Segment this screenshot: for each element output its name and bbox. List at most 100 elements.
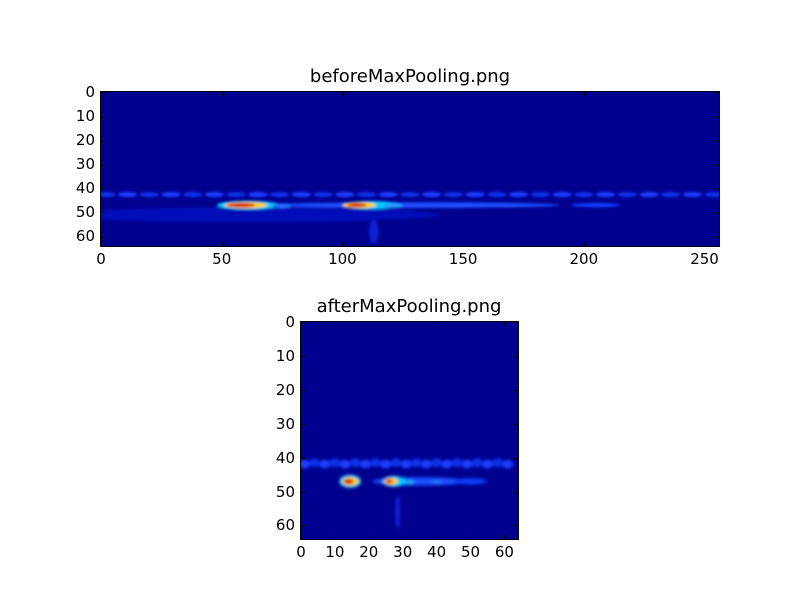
y-tick-mark [301,389,305,391]
x-tick-mark [368,535,370,539]
x-tick-mark [402,322,404,326]
heat-blob [552,191,572,198]
heat-blob [226,191,246,198]
heat-blob [574,191,594,198]
heat-blob [502,459,514,469]
heat-blob [431,479,442,486]
x-tick-mark [342,92,344,96]
heat-blob [272,203,292,209]
heat-blob [226,202,256,208]
x-tick-label: 20 [359,543,379,561]
x-tick-mark [470,535,472,539]
x-tick-mark [342,242,344,246]
x-tick-mark [301,535,302,539]
y-tick-mark [101,164,105,166]
y-tick-mark [101,236,105,238]
heat-blob [313,191,333,198]
heat-blob [443,191,464,198]
heat-blob [309,458,320,468]
y-tick-label: 60 [275,516,295,535]
heat-blob [704,191,719,198]
x-tick-label: 50 [212,250,232,268]
y-tick-mark [715,212,719,214]
y-tick-mark [514,423,518,425]
x-tick-mark [463,92,465,96]
heat-blob [451,458,463,468]
x-tick-label: 30 [393,543,413,561]
heat-blob [470,202,529,208]
x-tick-mark [704,92,706,96]
y-tick-mark [715,116,719,118]
heat-blob [383,203,403,209]
heat-blob [204,191,225,198]
bottom-heatmap-axes: 0 10 20 30 40 50 60 0 10 20 30 40 50 60 [276,313,519,561]
heatmap-image [301,458,514,529]
x-tick-mark [463,242,465,246]
heat-blob [335,191,355,198]
y-tick-mark [301,355,305,357]
x-tick-mark [101,92,102,96]
y-tick-label: 20 [275,380,295,399]
y-tick-mark [514,491,518,493]
y-tick-mark [715,164,719,166]
heat-blob [530,191,551,198]
y-tick-mark [101,140,105,142]
heat-blob [487,191,507,198]
x-tick-mark [101,242,102,246]
x-tick-mark [334,535,336,539]
y-tick-label: 0 [85,83,95,101]
x-tick-mark [301,322,302,326]
heat-blob [661,191,681,198]
x-tick-label: 150 [448,250,478,268]
y-tick-mark [301,491,305,493]
x-tick-mark [221,242,223,246]
x-tick-mark [704,242,706,246]
y-tick-label: 0 [285,313,295,331]
y-tick-mark [301,322,305,323]
heat-blob [492,458,504,468]
heat-blob [508,191,529,198]
y-tick-mark [514,389,518,391]
heat-blob [422,191,442,198]
x-tick-mark [402,535,404,539]
heat-blob [269,191,290,198]
y-tick-label: 10 [275,346,295,365]
heat-blob [394,494,401,529]
heat-blob [682,191,703,198]
heat-blob [595,191,616,198]
heat-blob [571,202,621,208]
heat-blob [370,458,382,468]
x-tick-label: 50 [460,543,481,561]
y-tick-label: 20 [75,131,95,150]
y-tick-label: 40 [275,448,295,467]
x-tick-mark [470,322,472,326]
y-tick-mark [101,116,105,118]
x-tick-label: 0 [296,543,306,561]
x-tick-label: 200 [569,250,599,268]
x-tick-mark [583,92,585,96]
x-tick-mark [583,242,585,246]
heat-blob [421,459,432,469]
y-tick-mark [301,423,305,425]
top-heatmap-axes: 0 50 100 150 200 250 0 10 20 30 40 50 60 [76,83,720,268]
top-chart-title: beforeMaxPooling.png [309,66,511,87]
heatmap-image [101,191,719,244]
heat-blob [319,459,331,469]
y-tick-label: 60 [75,227,95,246]
heat-blob [291,191,312,198]
heat-blob [301,459,310,469]
y-tick-mark [715,140,719,142]
x-tick-mark [221,92,223,96]
x-tick-label: 60 [494,543,514,561]
y-tick-label: 30 [75,155,95,174]
heat-blob [349,458,361,468]
heat-blob [390,458,402,468]
heat-blob [410,458,422,468]
heat-blob [404,479,415,486]
y-tick-label: 50 [75,203,95,222]
x-tick-label: 0 [96,250,106,268]
heat-blob [639,191,659,198]
x-tick-mark [436,322,438,326]
heat-blob [400,191,420,198]
heat-blob [431,458,443,468]
